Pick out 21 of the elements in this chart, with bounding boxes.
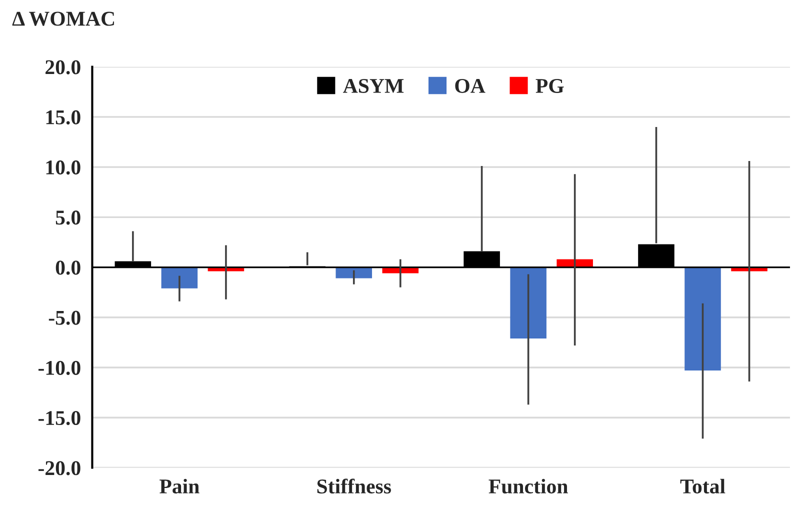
bar xyxy=(684,267,721,371)
y-tick-label: -20.0 xyxy=(38,461,80,476)
bar xyxy=(336,267,372,278)
y-tick-label: 0.0 xyxy=(56,260,80,275)
x-tick-label: Stiffness xyxy=(317,478,391,494)
x-tick-label: Pain xyxy=(160,478,200,494)
y-tick-label: 5.0 xyxy=(56,210,80,225)
y-tick-label: -15.0 xyxy=(38,411,80,426)
legend-label: OA xyxy=(455,78,486,93)
x-tick-label: Function xyxy=(488,478,568,494)
bar xyxy=(161,267,198,288)
y-axis-title: Δ WOMAC xyxy=(12,12,114,26)
x-tick-label: Total xyxy=(680,478,726,494)
legend-label: PG xyxy=(536,78,564,93)
legend-label: ASYM xyxy=(343,78,404,93)
y-tick-label: -5.0 xyxy=(48,310,80,325)
y-tick-label: 20.0 xyxy=(46,60,80,74)
bar xyxy=(510,267,546,338)
y-tick-label: 10.0 xyxy=(46,160,80,175)
y-tick-label: 15.0 xyxy=(46,110,80,124)
y-tick-label: -10.0 xyxy=(38,360,80,376)
